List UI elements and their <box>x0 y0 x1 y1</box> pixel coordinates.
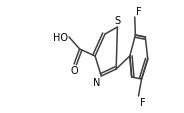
Text: F: F <box>140 97 145 107</box>
Text: N: N <box>93 77 100 87</box>
Text: S: S <box>114 16 121 26</box>
Text: O: O <box>70 66 78 75</box>
Text: HO: HO <box>53 33 68 43</box>
Text: F: F <box>136 7 141 17</box>
